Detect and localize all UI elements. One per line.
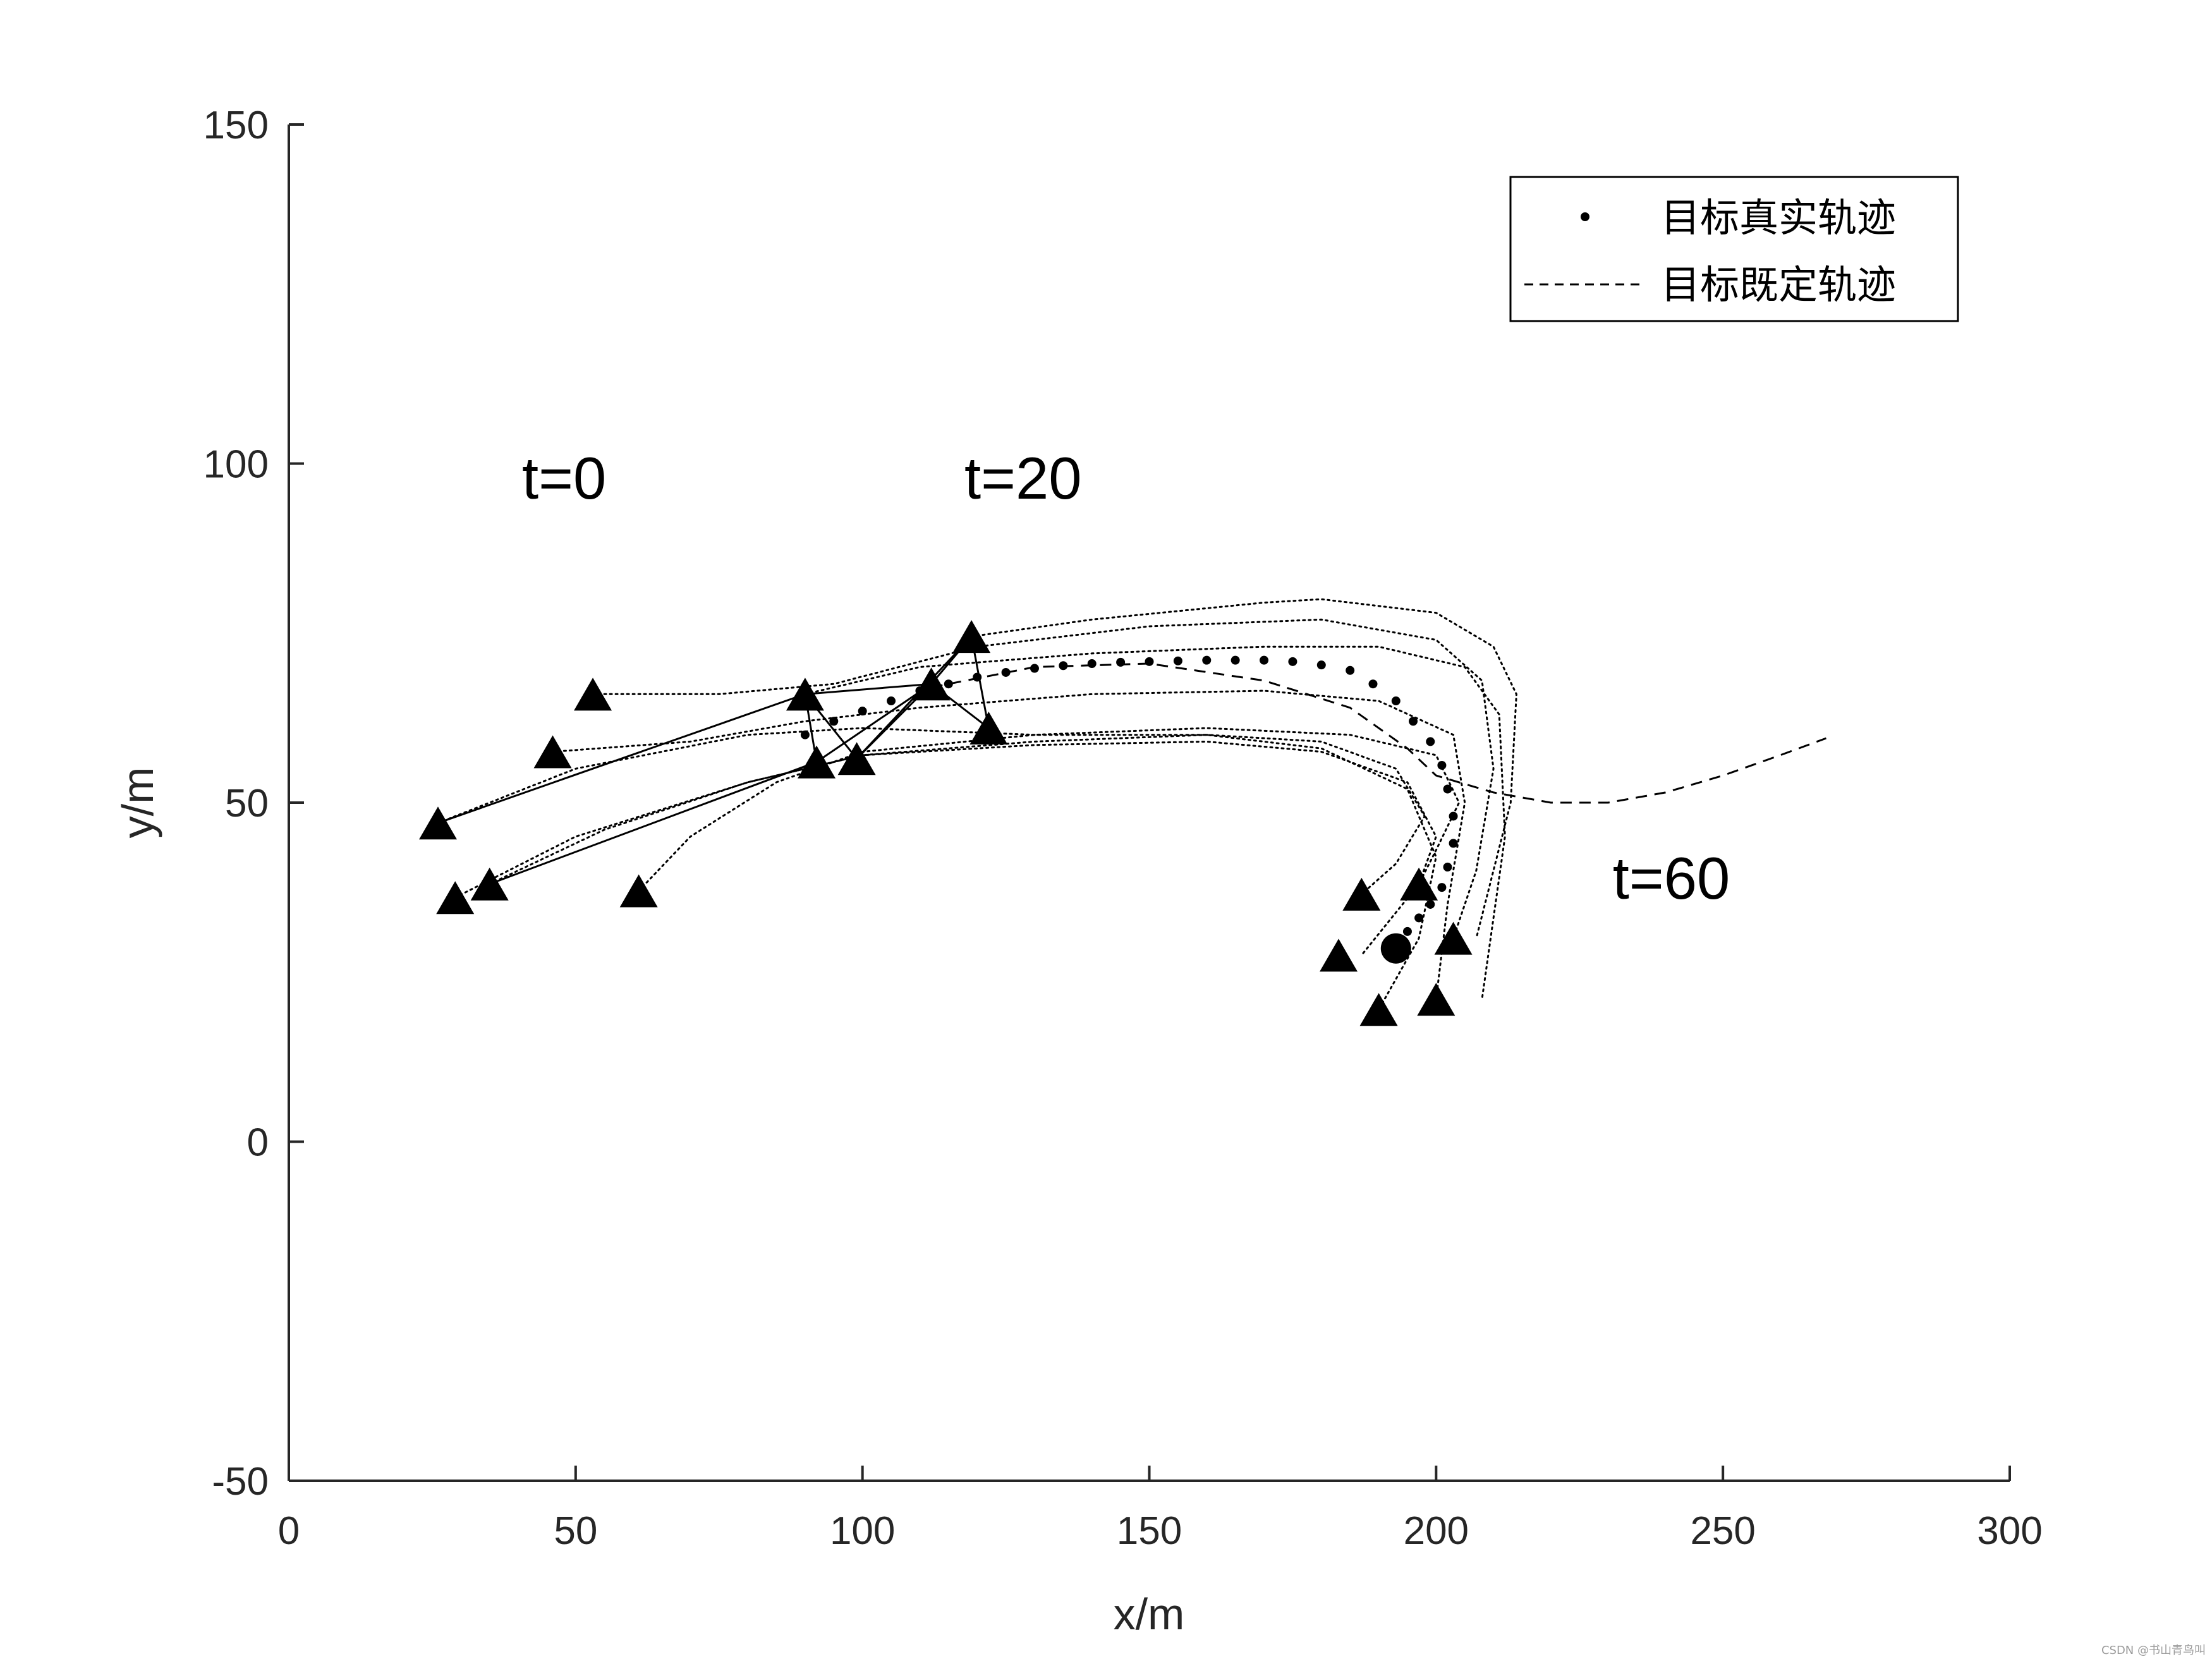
agent-marker [1417, 983, 1455, 1016]
true-trajectory-point [800, 730, 810, 739]
agent-marker [969, 711, 1008, 744]
true-trajectory-point [1443, 862, 1452, 872]
true-trajectory-point [1030, 664, 1039, 673]
true-trajectory-point [1316, 660, 1326, 670]
x-axis-label: x/m [1114, 1589, 1185, 1639]
formation-link [816, 683, 932, 763]
true-trajectory-point [887, 696, 896, 706]
true-trajectory-point [1145, 657, 1154, 666]
time-annotation: t=60 [1613, 845, 1730, 911]
agent-marker [619, 874, 658, 908]
agent-marker [470, 867, 509, 901]
true-trajectory-point [1368, 679, 1378, 689]
y-tick-label: -50 [212, 1460, 269, 1504]
x-tick-label: 150 [1117, 1509, 1182, 1553]
true-trajectory-point [829, 717, 839, 726]
true-trajectory-point [1202, 655, 1212, 665]
formation-link [805, 683, 932, 695]
legend-dots-marker [1581, 212, 1589, 221]
y-tick-label: 50 [225, 782, 269, 825]
x-tick-label: 50 [554, 1509, 597, 1553]
true-trajectory-point [1059, 661, 1068, 671]
time-annotation: t=20 [964, 445, 1082, 511]
true-trajectory-point [1001, 667, 1011, 677]
legend-box [1509, 176, 1959, 322]
y-axis-label: y/m [113, 767, 162, 839]
agent-marker [837, 742, 876, 775]
agent-marker [786, 678, 824, 711]
true-trajectory-point [1414, 913, 1424, 923]
agent-marker [1434, 921, 1473, 955]
agent-marker [574, 678, 612, 711]
annotations: t=0 t=20 t=60 [522, 445, 1730, 911]
true-trajectory-point [1288, 657, 1297, 666]
agent-marker [436, 881, 475, 915]
x-tick-label: 200 [1404, 1509, 1469, 1553]
true-trajectory-point [1449, 839, 1458, 848]
true-trajectory-point [1437, 883, 1447, 892]
true-trajectory-point [1437, 760, 1447, 770]
y-tick-label: 100 [204, 443, 269, 487]
true-trajectory-point [944, 679, 953, 689]
target-final-marker [1380, 933, 1411, 964]
agent-marker [1320, 939, 1358, 972]
x-tick-label: 300 [1977, 1509, 2042, 1553]
true-trajectory-point [1231, 655, 1240, 665]
agent-path [552, 690, 1466, 1000]
y-tick-label: 150 [204, 104, 269, 147]
true-trajectory-point [858, 707, 867, 716]
legend-entry-planned-trajectory: 目标既定轨迹 [1661, 262, 1896, 308]
agent-marker [1400, 867, 1438, 901]
agent-marker [418, 806, 457, 840]
true-trajectory-point [1391, 696, 1401, 706]
true-trajectory-point [1449, 811, 1458, 821]
true-trajectory-point [1443, 784, 1452, 794]
x-tick-label: 0 [278, 1509, 300, 1553]
time-annotation: t=0 [522, 445, 606, 511]
legend-entry-true-trajectory: 目标真实轨迹 [1661, 195, 1896, 241]
true-trajectory-point [1173, 656, 1182, 665]
true-trajectory-point [1402, 927, 1412, 936]
agent-path [970, 598, 1517, 940]
agent-marker [1359, 993, 1398, 1026]
x-tick-label: 250 [1690, 1509, 1755, 1553]
agent-path [592, 618, 1495, 940]
y-tick-label: 0 [247, 1121, 269, 1165]
true-trajectory-point [973, 672, 982, 682]
true-trajectory-point [1409, 717, 1418, 726]
true-trajectory-point [1426, 899, 1435, 909]
agent-marker [798, 745, 836, 779]
legend: 目标真实轨迹 目标既定轨迹 [1509, 176, 1959, 322]
agent-marker [952, 620, 991, 653]
formation-link [437, 693, 806, 824]
true-trajectory-point [1426, 737, 1435, 746]
planned-trajectory-line [931, 662, 1827, 804]
x-ticks: 0 50 100 150 200 250 300 [278, 1466, 2043, 1553]
agent-marker [533, 735, 572, 769]
agent-path [489, 734, 1426, 896]
true-trajectory-point [1087, 659, 1097, 669]
formation-link [489, 761, 817, 885]
agent-marker [1342, 877, 1381, 911]
agent-path [437, 727, 1437, 1011]
true-trajectory-point [1116, 657, 1126, 667]
y-ticks: -50 0 50 100 150 [204, 104, 304, 1504]
true-trajectory-point [1346, 665, 1355, 675]
true-trajectory-point [1260, 655, 1269, 665]
agent-marker [912, 667, 951, 701]
plot-area [418, 598, 1827, 1026]
x-tick-label: 100 [830, 1509, 895, 1553]
watermark: CSDN @书山青鸟叫 [2101, 1644, 2206, 1657]
